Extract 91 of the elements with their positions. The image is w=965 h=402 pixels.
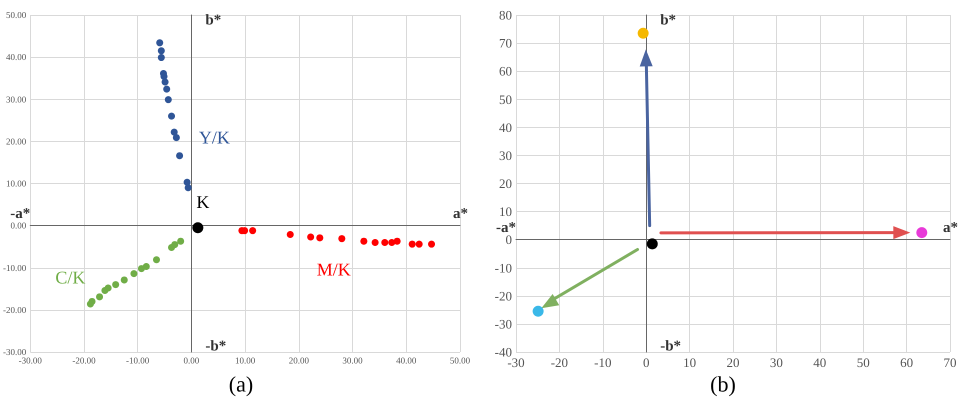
point (372, 238, 379, 246)
point (316, 234, 324, 242)
point (130, 270, 138, 278)
x-tick-label: 0 (642, 355, 650, 370)
point (152, 256, 160, 264)
point (646, 238, 658, 250)
point (286, 230, 294, 238)
x-axis-title: a* (453, 206, 468, 222)
y-tick-label: -30 (494, 316, 512, 332)
x-tick-label: -10 (594, 355, 612, 370)
y-tick-label: -10 (494, 260, 512, 276)
point (184, 184, 192, 192)
y-tick-label: 10 (499, 204, 512, 220)
point (158, 47, 165, 54)
point (168, 112, 176, 120)
x-tick-label: 0.00 (184, 356, 200, 366)
point (176, 152, 184, 160)
y-tick-label: -40 (494, 344, 512, 360)
point (156, 39, 164, 46)
point (177, 238, 184, 245)
y-tick-label: 60 (499, 64, 512, 79)
y-tick-label: -10.00 (2, 262, 27, 273)
point (307, 234, 314, 240)
x-tick-label: 30.00 (342, 356, 364, 366)
annotation: -b* (660, 338, 682, 354)
point (381, 238, 388, 246)
y-tick-label: 30.00 (6, 94, 27, 104)
y-axis-title: b* (660, 12, 676, 28)
point (360, 238, 368, 245)
point (164, 96, 172, 104)
x-tick-label: 60 (900, 355, 914, 370)
x-tick-label: -20 (550, 355, 568, 370)
y-tick-label: 40 (499, 120, 512, 135)
annotation: -b* (205, 338, 226, 354)
point (172, 134, 180, 142)
point (249, 227, 256, 234)
y-tick-label: -20 (494, 288, 512, 304)
point (428, 240, 436, 248)
x-tick-label: -30.00 (18, 356, 42, 366)
y-tick-label: 40.00 (6, 52, 27, 62)
x-tick-label: -10.00 (126, 356, 150, 366)
point (916, 227, 928, 238)
series-label: Y/K (198, 128, 230, 148)
point (138, 265, 145, 272)
point (338, 235, 346, 242)
point (532, 306, 544, 317)
series-label: M/K (316, 259, 351, 280)
point (408, 240, 416, 248)
x-tick-label: -20.00 (72, 356, 96, 366)
x-axis-title: a* (943, 220, 958, 236)
point (158, 54, 165, 62)
point (192, 222, 204, 234)
x-tick-label: 10 (683, 355, 696, 370)
point (96, 293, 104, 300)
point (163, 86, 170, 93)
text: -a* (10, 206, 30, 222)
y-tick-label: -20.00 (2, 304, 27, 315)
y-axis-title: b* (205, 12, 222, 28)
y-tick-label: -30.00 (2, 347, 27, 357)
x-tick-label: 70 (944, 355, 956, 370)
point (112, 281, 120, 288)
y-tick-label: 50 (499, 92, 512, 107)
x-tick-label: 40.00 (396, 356, 417, 366)
y-tick-label: 0.00 (10, 220, 27, 231)
x-tick-label: 40 (813, 355, 826, 370)
series-label: K (196, 192, 210, 212)
y-tick-label: 50.00 (6, 10, 27, 20)
point (101, 287, 108, 294)
point (86, 300, 94, 308)
series-label: C/K (55, 268, 86, 288)
point (416, 240, 423, 248)
y-tick-label: 20 (499, 176, 512, 191)
y-tick-label: 70 (499, 36, 512, 51)
x-tick-label: 10.00 (235, 356, 256, 366)
point (162, 78, 169, 86)
x-tick-label: 30 (770, 355, 783, 370)
y-tick-label: 80 (499, 8, 512, 22)
y-tick-label: 10.00 (6, 178, 27, 188)
y-tick-label: 30 (499, 148, 512, 163)
point (394, 238, 401, 245)
text: (b) (710, 372, 736, 396)
text: (a) (228, 372, 254, 396)
x-tick-label: 20 (726, 355, 740, 370)
point (120, 276, 128, 284)
x-tick-label: 50.00 (450, 356, 471, 366)
x-tick-label: 50 (856, 355, 870, 370)
point (170, 128, 178, 136)
x-tick-label: 20.00 (288, 356, 310, 366)
point (638, 28, 649, 39)
point (168, 244, 176, 252)
y-tick-label: 20.00 (6, 136, 27, 146)
